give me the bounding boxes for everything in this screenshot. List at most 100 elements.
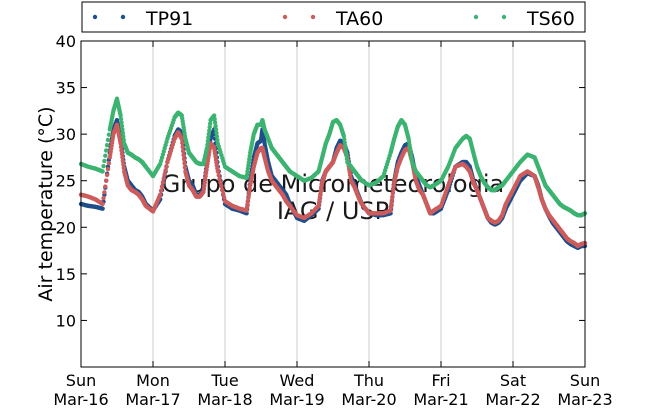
x-tick-day: Fri bbox=[431, 371, 450, 390]
data-point bbox=[121, 134, 126, 139]
data-point bbox=[216, 172, 221, 178]
x-tick-day: Tue bbox=[210, 371, 238, 390]
y-axis-label: Air temperature (°C) bbox=[35, 106, 57, 301]
data-point bbox=[158, 192, 163, 197]
data-point bbox=[119, 120, 124, 125]
x-tick-date: Mar-19 bbox=[269, 390, 324, 409]
y-tick-label: 30 bbox=[56, 125, 76, 144]
data-point bbox=[105, 166, 111, 172]
data-point bbox=[104, 143, 110, 148]
data-point bbox=[118, 116, 124, 122]
data-point bbox=[215, 169, 220, 174]
data-point bbox=[182, 165, 188, 170]
data-point bbox=[391, 183, 396, 189]
x-tick-date: Mar-16 bbox=[53, 390, 108, 409]
data-point bbox=[104, 178, 109, 183]
data-point bbox=[343, 146, 348, 152]
data-point bbox=[219, 184, 224, 189]
data-point bbox=[180, 148, 186, 154]
data-point bbox=[103, 184, 108, 189]
data-point bbox=[100, 169, 105, 174]
data-point bbox=[214, 130, 219, 136]
data-point bbox=[344, 156, 350, 162]
data-point bbox=[213, 123, 218, 129]
data-point bbox=[118, 141, 123, 146]
data-point bbox=[120, 158, 126, 164]
data-point bbox=[120, 130, 126, 136]
plot-frame bbox=[80, 40, 586, 368]
data-point bbox=[102, 158, 107, 164]
data-point bbox=[118, 144, 124, 150]
data-point bbox=[104, 148, 109, 153]
data-point bbox=[342, 143, 348, 148]
x-tick-date: Mar-21 bbox=[413, 390, 468, 409]
data-point bbox=[160, 180, 166, 185]
data-point bbox=[343, 150, 349, 155]
data-point bbox=[205, 142, 210, 147]
legend-label: TA60 bbox=[335, 8, 383, 30]
data-point bbox=[159, 184, 165, 189]
data-point bbox=[161, 176, 166, 181]
data-point bbox=[120, 155, 125, 160]
data-point bbox=[179, 136, 184, 141]
data-point bbox=[221, 195, 227, 200]
x-tick-date: Mar-22 bbox=[485, 390, 540, 409]
x-tick-date: Mar-17 bbox=[125, 390, 180, 409]
data-point bbox=[106, 161, 112, 166]
x-tick-day: Mon bbox=[136, 371, 170, 390]
data-point bbox=[101, 195, 106, 201]
legend-label: TS60 bbox=[526, 8, 575, 30]
data-point bbox=[215, 137, 220, 143]
data-point bbox=[121, 162, 126, 167]
data-point bbox=[119, 148, 124, 153]
data-point bbox=[390, 194, 395, 199]
data-point bbox=[121, 137, 126, 143]
data-point bbox=[391, 187, 396, 192]
data-point bbox=[212, 113, 217, 118]
data-point bbox=[342, 137, 347, 142]
data-point bbox=[388, 204, 394, 210]
legend-marker bbox=[92, 14, 98, 20]
data-point bbox=[390, 190, 396, 196]
data-point bbox=[101, 163, 106, 169]
y-axis: 10 15 20 25 30 35 40 bbox=[56, 32, 585, 330]
data-point bbox=[204, 145, 210, 151]
y-tick-label: 15 bbox=[56, 265, 76, 284]
data-point bbox=[389, 201, 394, 206]
data-point bbox=[120, 127, 125, 132]
series-TS60 bbox=[78, 96, 588, 218]
x-tick-date: Mar-18 bbox=[197, 390, 252, 409]
data-point bbox=[182, 161, 187, 166]
x-tick-day: Wed bbox=[280, 371, 315, 390]
legend-marker bbox=[120, 14, 126, 20]
data-point bbox=[164, 163, 169, 169]
data-point bbox=[158, 188, 164, 193]
data-points bbox=[78, 96, 588, 250]
x-tick-day: Sun bbox=[66, 371, 96, 390]
legend-marker bbox=[501, 14, 507, 20]
y-tick-label: 25 bbox=[56, 172, 76, 191]
legend-label: TP91 bbox=[145, 8, 193, 30]
data-point bbox=[163, 168, 168, 173]
data-point bbox=[100, 206, 105, 211]
x-tick-date: Mar-20 bbox=[341, 390, 396, 409]
data-point bbox=[388, 208, 393, 213]
data-point bbox=[342, 140, 347, 145]
y-tick-label: 40 bbox=[56, 32, 76, 51]
data-point bbox=[180, 144, 185, 150]
x-tick-day: Sun bbox=[570, 371, 600, 390]
data-point bbox=[181, 156, 187, 162]
x-tick-day: Sat bbox=[500, 371, 526, 390]
data-point bbox=[213, 127, 219, 132]
data-point bbox=[218, 180, 223, 185]
data-point bbox=[341, 133, 346, 139]
x-axis: SunMar-16MonMar-17TueMar-18WedMar-19ThuM… bbox=[53, 41, 613, 409]
data-point bbox=[221, 191, 226, 196]
data-point bbox=[119, 151, 125, 157]
data-point bbox=[102, 190, 107, 195]
data-point bbox=[207, 121, 213, 126]
y-tick-label: 20 bbox=[56, 218, 76, 237]
legend-box bbox=[81, 1, 586, 33]
